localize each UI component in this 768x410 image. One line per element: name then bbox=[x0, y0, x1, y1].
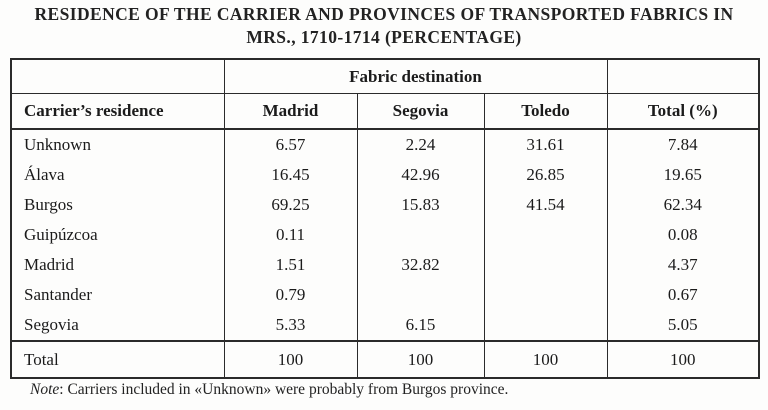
cell-total: 0.67 bbox=[606, 280, 760, 310]
cell-segovia: 2.24 bbox=[356, 129, 485, 160]
cell-total: 0.08 bbox=[606, 220, 760, 250]
cell-madrid: 0.11 bbox=[223, 220, 358, 250]
cell-residence: Burgos bbox=[10, 190, 225, 220]
cell-madrid: 0.79 bbox=[223, 280, 358, 310]
cell-madrid: 1.51 bbox=[223, 250, 358, 280]
column-header-toledo: Toledo bbox=[483, 93, 608, 130]
cell-residence: Unknown bbox=[10, 129, 225, 160]
cell-total-madrid: 100 bbox=[223, 340, 358, 378]
header-row-columns: Carrier’s residence Madrid Segovia Toled… bbox=[10, 93, 760, 130]
table-row: Madrid 1.51 32.82 4.37 bbox=[10, 250, 760, 280]
table-title-line1: RESIDENCE OF THE CARRIER AND PROVINCES O… bbox=[34, 4, 734, 24]
cell-toledo bbox=[483, 250, 608, 280]
table-row: Álava 16.45 42.96 26.85 19.65 bbox=[10, 160, 760, 190]
cell-madrid: 69.25 bbox=[223, 190, 358, 220]
cell-total: 19.65 bbox=[606, 160, 760, 190]
cell-toledo: 41.54 bbox=[483, 190, 608, 220]
cell-total: 5.05 bbox=[606, 310, 760, 341]
table-row: Segovia 5.33 6.15 5.05 bbox=[10, 310, 760, 341]
cell-toledo bbox=[483, 220, 608, 250]
table-row: Guipúzcoa 0.11 0.08 bbox=[10, 220, 760, 250]
cell-segovia: 32.82 bbox=[356, 250, 485, 280]
cell-residence: Guipúzcoa bbox=[10, 220, 225, 250]
cell-total: 4.37 bbox=[606, 250, 760, 280]
column-header-madrid: Madrid bbox=[223, 93, 358, 130]
empty-total-header-cell bbox=[606, 59, 760, 94]
cell-segovia: 15.83 bbox=[356, 190, 485, 220]
table-title-line2: MRS., 1710-1714 (PERCENTAGE) bbox=[246, 27, 522, 47]
table-row: Santander 0.79 0.67 bbox=[10, 280, 760, 310]
column-header-total: Total (%) bbox=[606, 93, 760, 130]
cell-total: 62.34 bbox=[606, 190, 760, 220]
note-text: : Carriers included in «Unknown» were pr… bbox=[59, 381, 509, 398]
empty-corner-cell bbox=[10, 59, 225, 94]
cell-total-segovia: 100 bbox=[356, 340, 485, 378]
table-title: RESIDENCE OF THE CARRIER AND PROVINCES O… bbox=[0, 3, 768, 49]
cell-segovia bbox=[356, 280, 485, 310]
cell-residence: Álava bbox=[10, 160, 225, 190]
cell-toledo: 26.85 bbox=[483, 160, 608, 190]
cell-madrid: 5.33 bbox=[223, 310, 358, 341]
cell-toledo bbox=[483, 310, 608, 341]
total-row: Total 100 100 100 100 bbox=[10, 340, 760, 378]
group-header-fabric-destination: Fabric destination bbox=[223, 59, 608, 94]
cell-total-total: 100 bbox=[606, 340, 760, 378]
cell-total: 7.84 bbox=[606, 129, 760, 160]
cell-madrid: 16.45 bbox=[223, 160, 358, 190]
cell-segovia: 6.15 bbox=[356, 310, 485, 341]
cell-total-label: Total bbox=[10, 340, 225, 378]
table-row: Unknown 6.57 2.24 31.61 7.84 bbox=[10, 129, 760, 160]
fabric-destination-table: Fabric destination Carrier’s residence M… bbox=[10, 58, 761, 379]
cell-toledo: 31.61 bbox=[483, 129, 608, 160]
cell-residence: Madrid bbox=[10, 250, 225, 280]
column-header-residence: Carrier’s residence bbox=[10, 93, 225, 130]
cell-madrid: 6.57 bbox=[223, 129, 358, 160]
cell-segovia bbox=[356, 220, 485, 250]
column-header-segovia: Segovia bbox=[356, 93, 485, 130]
cell-toledo bbox=[483, 280, 608, 310]
table-row: Burgos 69.25 15.83 41.54 62.34 bbox=[10, 190, 760, 220]
cell-residence: Segovia bbox=[10, 310, 225, 341]
cell-segovia: 42.96 bbox=[356, 160, 485, 190]
cell-total-toledo: 100 bbox=[483, 340, 608, 378]
header-row-group: Fabric destination bbox=[10, 59, 760, 94]
note-label: Note bbox=[30, 381, 60, 398]
cell-residence: Santander bbox=[10, 280, 225, 310]
table-note: Note: Carriers included in «Unknown» wer… bbox=[30, 381, 750, 399]
